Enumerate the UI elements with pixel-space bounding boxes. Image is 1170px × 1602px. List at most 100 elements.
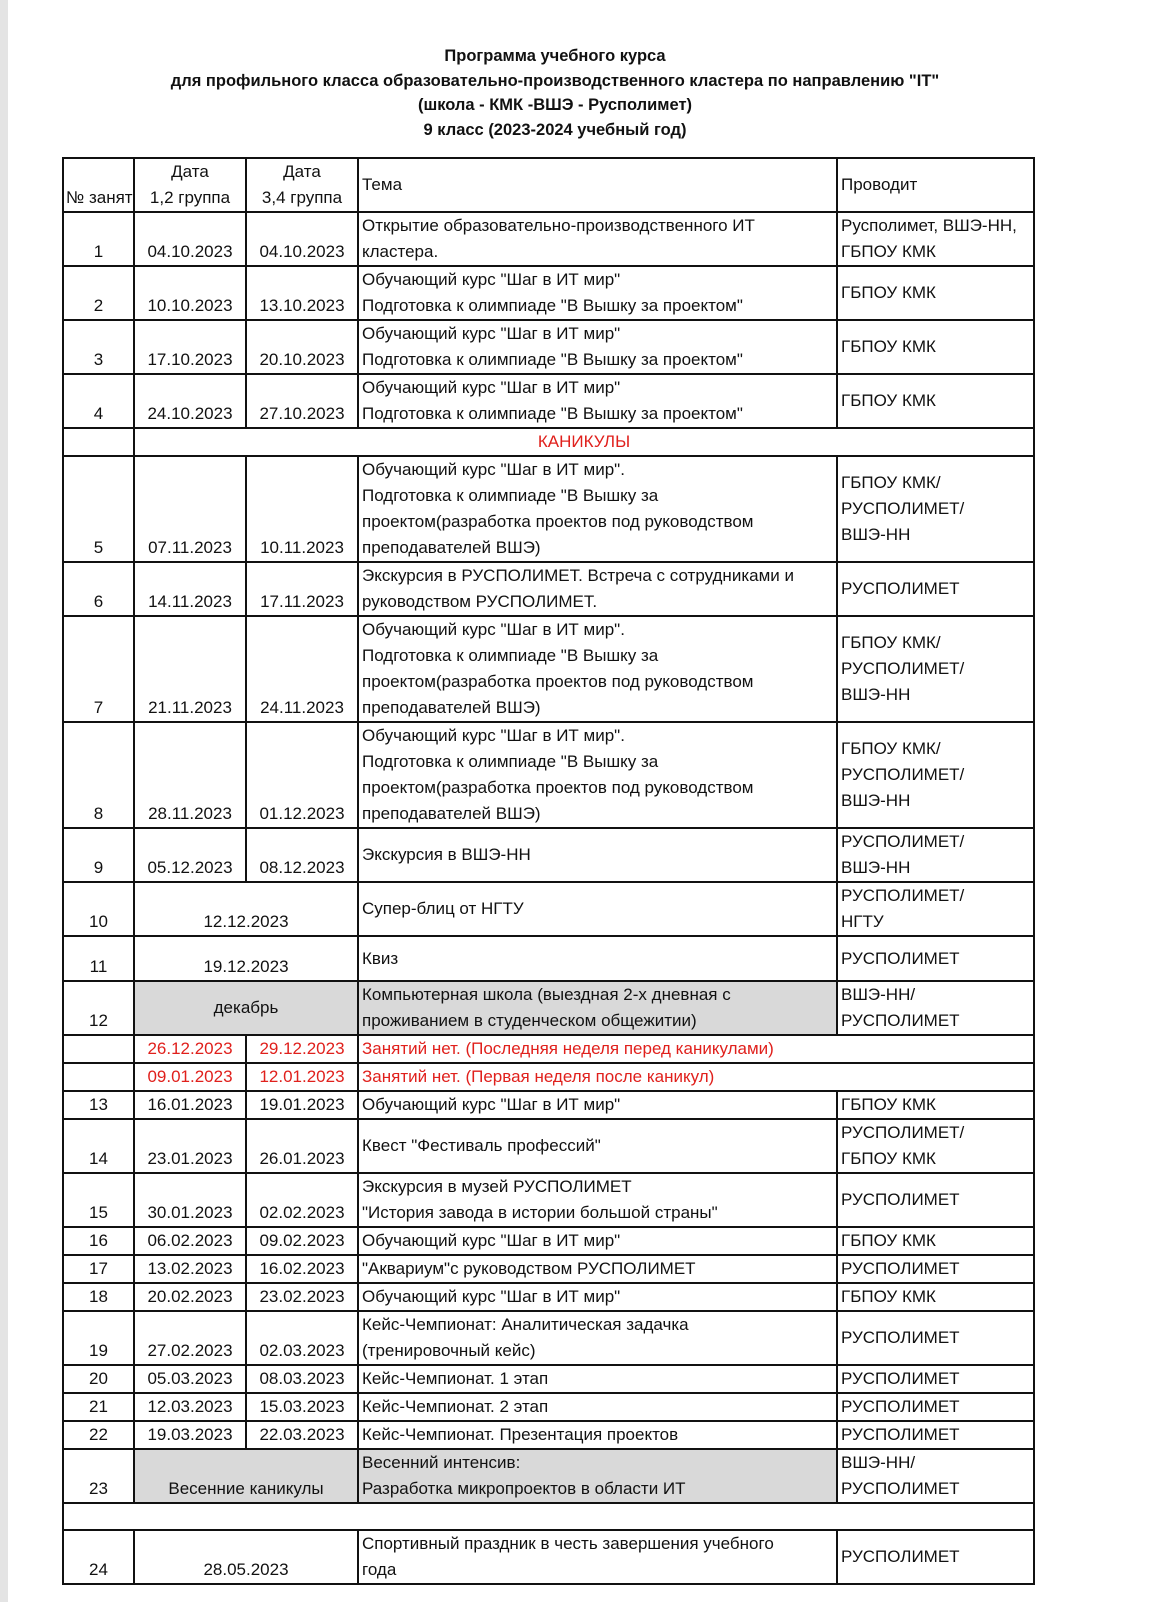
table-row: 17 13.02.2023 16.02.2023 "Аквариум"с руково… bbox=[62, 1254, 1035, 1284]
table-row: 12 декабрь Компьютерная школа (выездная 2-… bbox=[62, 980, 1035, 1036]
conducted-by: РУСПОЛИМЕТ bbox=[836, 1364, 1035, 1394]
conducted-by: РУСПОЛИМЕТ bbox=[836, 935, 1035, 982]
table-row bbox=[62, 1502, 1035, 1531]
topic: Квест "Фестиваль профессий" bbox=[357, 1118, 838, 1174]
lesson-number: 12 bbox=[62, 980, 135, 1036]
topic: Квиз bbox=[357, 935, 838, 982]
lesson-number: 21 bbox=[62, 1392, 135, 1422]
conducted-by: РУСПОЛИМЕТ bbox=[836, 561, 1035, 617]
date-merged: Весенние каникулы bbox=[133, 1448, 359, 1504]
table-row: 10 12.12.2023 Супер-блиц от НГТУ РУСПОЛИМЕТ… bbox=[62, 881, 1035, 937]
conducted-by: РУСПОЛИМЕТ/ ВШЭ-НН bbox=[836, 827, 1035, 883]
topic: Кейс-Чемпионат. Презентация проектов bbox=[357, 1420, 838, 1450]
table-row: 19 27.02.2023 02.03.2023 Кейс-Чемпионат: Ан… bbox=[62, 1310, 1035, 1366]
topic: Обучающий курс "Шаг в ИТ мир" Подготовка… bbox=[357, 265, 838, 321]
date-group-3-4: 09.02.2023 bbox=[245, 1226, 359, 1256]
table-row: 3 17.10.2023 20.10.2023 Обучающий курс "Шаг… bbox=[62, 319, 1035, 375]
header-num: № занят bbox=[62, 157, 135, 213]
conducted-by: РУСПОЛИМЕТ bbox=[836, 1392, 1035, 1422]
date-group-1-2: 24.10.2023 bbox=[133, 373, 247, 429]
lesson-number: 18 bbox=[62, 1282, 135, 1312]
date-group-1-2: 13.02.2023 bbox=[133, 1254, 247, 1284]
conducted-by: ГБПОУ КМК bbox=[836, 265, 1035, 321]
table-row: 09.01.2023 12.01.2023 Занятий нет. (Первая… bbox=[62, 1062, 1035, 1092]
topic: Обучающий курс "Шаг в ИТ мир". Подготовк… bbox=[357, 455, 838, 563]
date-group-3-4: 27.10.2023 bbox=[245, 373, 359, 429]
topic: Кейс-Чемпионат. 1 этап bbox=[357, 1364, 838, 1394]
date-group-1-2: 06.02.2023 bbox=[133, 1226, 247, 1256]
table-row: 24 28.05.2023 Спортивный праздник в честь … bbox=[62, 1529, 1035, 1585]
topic: Обучающий курс "Шаг в ИТ мир". Подготовк… bbox=[357, 721, 838, 829]
lesson-number: 16 bbox=[62, 1226, 135, 1256]
date-group-1-2: 04.10.2023 bbox=[133, 211, 247, 267]
date-group-3-4: 29.12.2023 bbox=[245, 1034, 359, 1064]
topic: Экскурсия в ВШЭ-НН bbox=[357, 827, 838, 883]
lesson-number: 6 bbox=[62, 561, 135, 617]
date-group-1-2: 05.03.2023 bbox=[133, 1364, 247, 1394]
lesson-number: 2 bbox=[62, 265, 135, 321]
date-group-3-4: 23.02.2023 bbox=[245, 1282, 359, 1312]
table-row: 2 10.10.2023 13.10.2023 Обучающий курс "Шаг… bbox=[62, 265, 1035, 321]
table-row: 15 30.01.2023 02.02.2023 Экскурсия в музей … bbox=[62, 1172, 1035, 1228]
date-group-3-4: 26.01.2023 bbox=[245, 1118, 359, 1174]
date-group-3-4: 10.11.2023 bbox=[245, 455, 359, 563]
table-row: 13 16.01.2023 19.01.2023 Обучающий курс "Ша… bbox=[62, 1090, 1035, 1120]
date-group-3-4: 02.03.2023 bbox=[245, 1310, 359, 1366]
conducted-by: РУСПОЛИМЕТ/ ГБПОУ КМК bbox=[836, 1118, 1035, 1174]
table-row: 4 24.10.2023 27.10.2023 Обучающий курс "Шаг… bbox=[62, 373, 1035, 429]
topic: "Аквариум"с руководством РУСПОЛИМЕТ bbox=[357, 1254, 838, 1284]
lesson-number: 17 bbox=[62, 1254, 135, 1284]
date-group-1-2: 10.10.2023 bbox=[133, 265, 247, 321]
header-date-group-1-2: Дата 1,2 группа bbox=[133, 157, 247, 213]
topic: Обучающий курс "Шаг в ИТ мир" bbox=[357, 1282, 838, 1312]
topic: Обучающий курс "Шаг в ИТ мир" Подготовка… bbox=[357, 319, 838, 375]
date-group-1-2: 16.01.2023 bbox=[133, 1090, 247, 1120]
lesson-number: 7 bbox=[62, 615, 135, 723]
lesson-number: 4 bbox=[62, 373, 135, 429]
lesson-number: 9 bbox=[62, 827, 135, 883]
page-edge bbox=[0, 0, 8, 1602]
schedule-table: № занят Дата 1,2 группа Дата 3,4 группа … bbox=[62, 157, 1035, 1585]
date-merged: 12.12.2023 bbox=[133, 881, 359, 937]
no-classes-note: Занятий нет. (Первая неделя после канику… bbox=[357, 1062, 1035, 1092]
date-group-3-4: 04.10.2023 bbox=[245, 211, 359, 267]
date-group-3-4: 19.01.2023 bbox=[245, 1090, 359, 1120]
date-group-3-4: 01.12.2023 bbox=[245, 721, 359, 829]
table-row: 9 05.12.2023 08.12.2023 Экскурсия в ВШЭ-НН Р… bbox=[62, 827, 1035, 883]
topic: Обучающий курс "Шаг в ИТ мир" bbox=[357, 1226, 838, 1256]
conducted-by: ГБПОУ КМК bbox=[836, 319, 1035, 375]
date-group-1-2: 26.12.2023 bbox=[133, 1034, 247, 1064]
date-group-3-4: 08.12.2023 bbox=[245, 827, 359, 883]
date-group-1-2: 30.01.2023 bbox=[133, 1172, 247, 1228]
topic: Обучающий курс "Шаг в ИТ мир" Подготовка… bbox=[357, 373, 838, 429]
topic: Кейс-Чемпионат: Аналитическая задачка (т… bbox=[357, 1310, 838, 1366]
lesson-number: 8 bbox=[62, 721, 135, 829]
date-group-1-2: 23.01.2023 bbox=[133, 1118, 247, 1174]
date-group-1-2: 19.03.2023 bbox=[133, 1420, 247, 1450]
table-row: 26.12.2023 29.12.2023 Занятий нет. (Послед… bbox=[62, 1034, 1035, 1064]
date-group-3-4: 24.11.2023 bbox=[245, 615, 359, 723]
conducted-by: ГБПОУ КМК/ РУСПОЛИМЕТ/ ВШЭ-НН bbox=[836, 721, 1035, 829]
table-row: 20 05.03.2023 08.03.2023 Кейс-Чемпионат. 1 … bbox=[62, 1364, 1035, 1394]
table-row: 7 21.11.2023 24.11.2023 Обучающий курс "Шаг… bbox=[62, 615, 1035, 723]
title-line-1: Программа учебного курса bbox=[444, 47, 666, 65]
holiday-label: КАНИКУЛЫ bbox=[133, 427, 1035, 457]
header-topic: Тема bbox=[357, 157, 838, 213]
no-classes-note: Занятий нет. (Последняя неделя перед кан… bbox=[357, 1034, 1035, 1064]
topic: Экскурсия в РУСПОЛИМЕТ. Встреча с сотруд… bbox=[357, 561, 838, 617]
date-merged: 19.12.2023 bbox=[133, 935, 359, 982]
lesson-number: 3 bbox=[62, 319, 135, 375]
conducted-by: ВШЭ-НН/ РУСПОЛИМЕТ bbox=[836, 1448, 1035, 1504]
conducted-by: ГБПОУ КМК bbox=[836, 373, 1035, 429]
conducted-by: ГБПОУ КМК/ РУСПОЛИМЕТ/ ВШЭ-НН bbox=[836, 455, 1035, 563]
lesson-number: 5 bbox=[62, 455, 135, 563]
date-group-3-4: 22.03.2023 bbox=[245, 1420, 359, 1450]
table-row: 8 28.11.2023 01.12.2023 Обучающий курс "Шаг… bbox=[62, 721, 1035, 829]
date-group-3-4: 12.01.2023 bbox=[245, 1062, 359, 1092]
conducted-by: РУСПОЛИМЕТ bbox=[836, 1172, 1035, 1228]
document-title: Программа учебного курса для профильного… bbox=[0, 44, 1110, 142]
date-merged: 28.05.2023 bbox=[133, 1529, 359, 1585]
date-group-3-4: 17.11.2023 bbox=[245, 561, 359, 617]
conducted-by: РУСПОЛИМЕТ bbox=[836, 1254, 1035, 1284]
lesson-number: 22 bbox=[62, 1420, 135, 1450]
